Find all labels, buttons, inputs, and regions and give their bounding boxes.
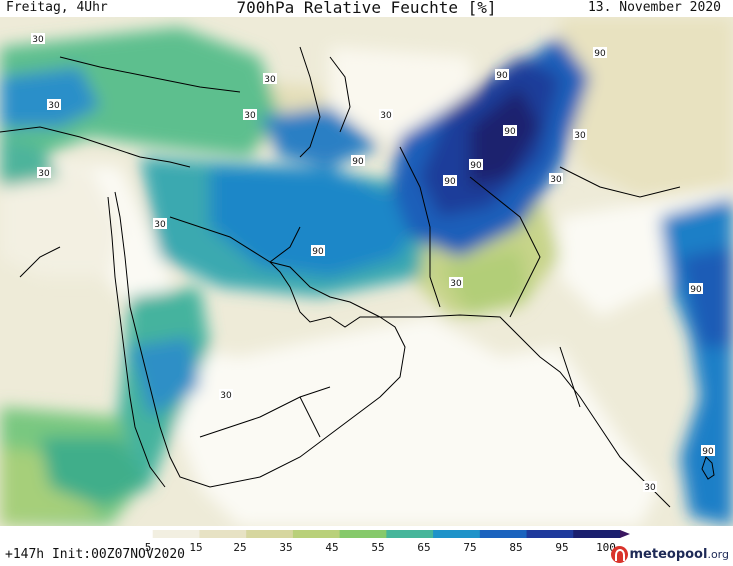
- colorbar-segment: [246, 530, 294, 538]
- date-label: 13. November 2020: [587, 0, 721, 15]
- legend: 5 15 25 35 45 55 65 75 85 95 100 +147h Init:00Z07N…: [0, 527, 733, 566]
- contour-label: 30: [264, 75, 276, 85]
- contour-label: 90: [312, 247, 324, 257]
- colorbar-segment: [479, 530, 528, 538]
- contour-label: 30: [244, 111, 256, 121]
- colorbar-segment: [433, 530, 481, 538]
- contour-label: 30: [380, 111, 392, 121]
- colorbar-tick: 65: [417, 541, 431, 554]
- colorbar-tick: 55: [371, 541, 385, 554]
- colorbar-segment: [106, 530, 154, 538]
- contour-label: 90: [504, 127, 516, 137]
- contour-label: 90: [594, 49, 606, 59]
- contour-label: 30: [450, 279, 462, 289]
- colorbar-segment: [526, 530, 574, 538]
- colorbar-segment: [292, 530, 341, 538]
- colorbar-tick: 35: [279, 541, 293, 554]
- contour-label: 30: [644, 483, 656, 493]
- contour-label: 30: [32, 35, 44, 45]
- colorbar-extend-arrow: [620, 530, 630, 538]
- brand-pin-icon: [610, 546, 628, 563]
- contour-label: 90: [702, 447, 714, 457]
- contour-label: 90: [444, 177, 456, 187]
- contour-label: 30: [38, 169, 50, 179]
- brand-name: meteopool: [629, 547, 708, 562]
- contour-label: 90: [352, 157, 364, 167]
- colorbar-segment: [152, 530, 200, 538]
- colorbar-tick: 95: [555, 541, 569, 554]
- colorbar-segment: [339, 530, 387, 538]
- header: Freitag, 4Uhr 700hPa Relative Feuchte [%…: [0, 0, 733, 17]
- run-info: +147h Init:00Z07NOV2020: [5, 547, 186, 562]
- colorbar-tick: 15: [189, 541, 203, 554]
- coastlines: [0, 46, 715, 508]
- map-title: 700hPa Relative Feuchte [%]: [236, 0, 497, 17]
- brand-logo: meteopool .org: [610, 546, 729, 563]
- contour-label: 30: [550, 175, 562, 185]
- brand-tld: .org: [707, 548, 729, 561]
- contour-label: 30: [574, 131, 586, 141]
- colorbar-tick: 45: [325, 541, 339, 554]
- valid-time-label: Freitag, 4Uhr: [6, 0, 108, 15]
- contour-label: 30: [220, 391, 232, 401]
- contour-label: 90: [690, 285, 702, 295]
- colorbar-tick: 75: [463, 541, 477, 554]
- contour-label: 90: [496, 71, 508, 81]
- contour-labels: 30 30 30 30 30 30 30 30 30 30 30 30 90 9…: [31, 33, 715, 493]
- colorbar-segment: [199, 530, 247, 538]
- colorbar-tick: 25: [233, 541, 247, 554]
- contour-label: 30: [48, 101, 60, 111]
- contour-label: 90: [470, 161, 482, 171]
- colorbar-segment: [386, 530, 434, 538]
- contour-label: 30: [154, 220, 166, 230]
- humidity-map: 30 30 30 30 30 30 30 30 30 30 30 30 90 9…: [0, 17, 733, 526]
- colorbar-tick: 85: [509, 541, 523, 554]
- colorbar-segment: [573, 530, 621, 538]
- humidity-field: [0, 17, 733, 526]
- colorbar-tick: 5: [144, 541, 152, 554]
- colorbar: [106, 530, 630, 538]
